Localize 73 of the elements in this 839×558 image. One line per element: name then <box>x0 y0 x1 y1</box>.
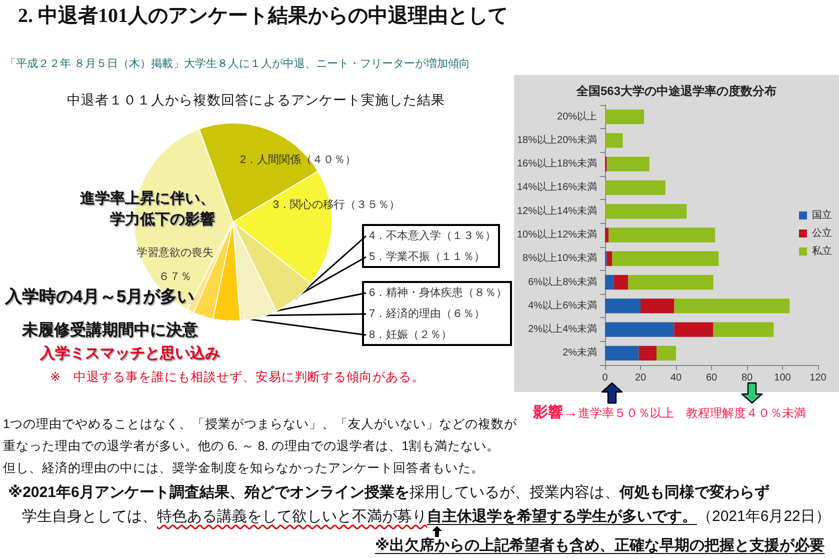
y-tick-label: 2%以上4%未満 <box>528 323 598 336</box>
text: 影響→ <box>533 404 578 422</box>
slice-label: 6．精神・身体疾患（８％） <box>369 286 508 299</box>
bar <box>605 228 609 242</box>
legend-label: 公立 <box>812 227 832 239</box>
slice-label: 8．妊娠（２％） <box>369 329 452 341</box>
bar <box>640 298 674 314</box>
text: 進学率５０％以上 教程理解度４０％未満 <box>578 405 806 422</box>
bar <box>605 133 623 148</box>
chart-title: 全国563大学の中途退学率の度数分布 <box>575 84 777 98</box>
y-tick-label: 6%以上8%未満 <box>528 276 598 288</box>
bar <box>614 274 628 290</box>
text: 入学ミスマッチと思い込み <box>40 345 220 363</box>
slice-label: 2．人間関係（４０％） <box>240 154 356 166</box>
x-tick-label: 20 <box>634 372 647 384</box>
bar <box>608 228 716 242</box>
text: 「平成２２年 ８月５日（木）掲載」大学生８人に１人が中退、ニート・フリーターが増加傾向 <box>5 58 470 72</box>
y-tick-label: 16%以上18%未満 <box>517 158 598 170</box>
text: ※ 中退する事を誰にも相談せず、安易に判断する傾向がある。 <box>50 370 424 384</box>
legend-label: 私立 <box>812 245 832 257</box>
bar <box>606 251 612 266</box>
bar <box>628 274 714 290</box>
bar <box>638 346 656 361</box>
bar <box>606 156 650 172</box>
y-tick-label: 2%未満 <box>562 346 598 359</box>
chart-title: 中退者１０１人から複数回答によるアンケート実施した結果 <box>67 92 445 108</box>
bar <box>605 204 687 219</box>
text: 自主休退学を希望する学生が多いです。 <box>427 508 697 526</box>
bar <box>605 322 674 337</box>
y-tick-label: 8%以上10%未満 <box>522 252 598 264</box>
x-tick-label: 120 <box>810 372 827 384</box>
bar <box>605 274 614 290</box>
y-tick-label: 10%以上12%未満 <box>517 228 598 240</box>
text: ※出欠席からの上記希望者も含め、正確な早期の把握と支援が必要 <box>375 537 825 555</box>
bar <box>674 322 714 337</box>
bar <box>612 251 719 266</box>
y-tick-label: 18%以上20%未満 <box>517 134 598 146</box>
bar <box>605 346 639 361</box>
text: 学生自身としては、 <box>22 508 157 526</box>
text: 何処も同様で変わらず <box>619 484 770 502</box>
bar <box>605 180 666 196</box>
data-label: ６７％ <box>158 271 192 283</box>
y-tick-label: 4%以上6%未満 <box>528 299 598 312</box>
text: 入学時の4月～5月が多い <box>5 286 194 308</box>
text: 学力低下の影響 <box>110 211 215 229</box>
text: ※2021年6月アンケート調査結果、殆どでオンライン授業を <box>8 484 410 502</box>
bar <box>674 298 790 314</box>
x-tick-label: 40 <box>670 372 682 384</box>
text: 採用しているが、授業内容は、 <box>409 484 620 502</box>
slice-label: 5．学業不振（１１％） <box>369 251 486 263</box>
bar <box>605 109 644 124</box>
bar <box>713 322 774 337</box>
bar <box>656 346 676 361</box>
text: 進学率上昇に伴い、 <box>80 190 215 208</box>
text: 1つの理由でやめることはなく、「授業がつまらない」、「友人がいない」などの複数が <box>3 416 517 432</box>
text: 2. 中退者101人のアンケート結果からの中退理由として <box>18 4 508 28</box>
text: 特色ある講義をして欲しいと不満が募り <box>157 508 427 526</box>
x-tick-label: 80 <box>741 372 754 384</box>
text: （2021年6月22日） <box>697 508 830 526</box>
bar <box>605 298 641 314</box>
text: 但し、経済的理由の中には、奨学金制度を知らなかったアンケート回答者もいた。 <box>3 460 484 476</box>
slice-label: 4．不本意入学（１３％） <box>369 229 496 242</box>
slice-label: 7．経済的理由（６％） <box>369 307 486 320</box>
x-tick-label: 100 <box>774 372 792 384</box>
y-tick-label: 14%以上16%未満 <box>517 181 598 194</box>
slice-label: 学習意欲の喪失 <box>136 246 214 259</box>
x-tick-label: 60 <box>706 372 718 384</box>
x-tick-label: 0 <box>602 372 608 384</box>
y-tick-label: 20%以上 <box>557 110 598 122</box>
y-tick-label: 12%以上14%未満 <box>517 204 598 217</box>
legend-label: 国立 <box>812 209 832 221</box>
text: 重なった理由での退学者が多い。他の 6. ～ 8. の理由での退学者は、1割も満たない。 <box>3 438 500 454</box>
text: 未履修受講期間中に決意 <box>22 321 198 341</box>
